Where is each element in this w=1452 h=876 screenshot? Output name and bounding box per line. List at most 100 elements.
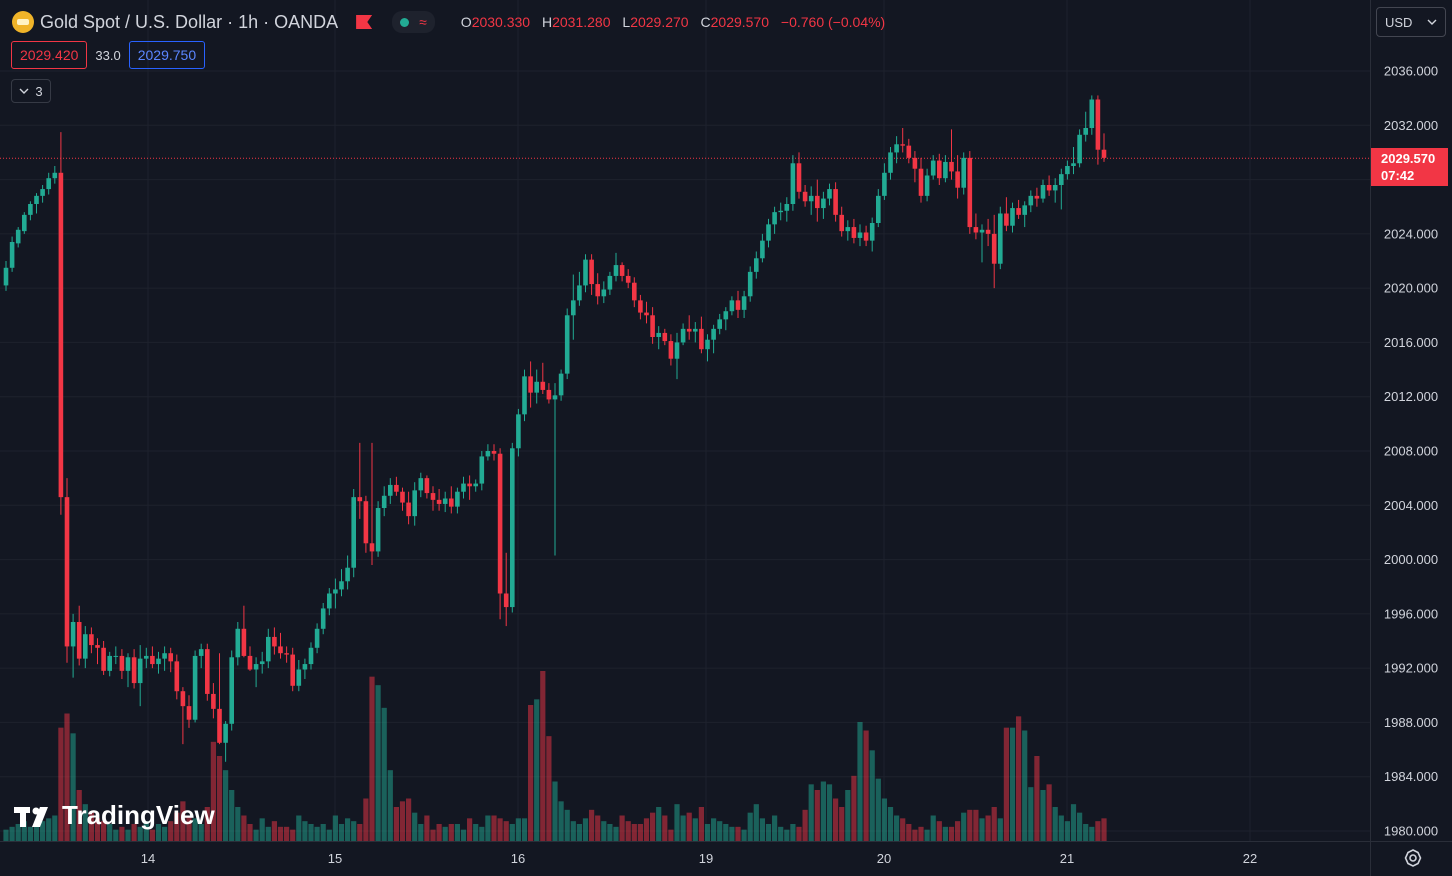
volume-bar bbox=[326, 829, 332, 841]
candle-body bbox=[656, 332, 661, 337]
currency-label: USD bbox=[1385, 14, 1413, 30]
candle-body bbox=[479, 456, 485, 484]
indicators-toggle-button[interactable]: 3 bbox=[11, 79, 51, 103]
volume-bar bbox=[290, 829, 296, 841]
volume-bar bbox=[924, 829, 930, 841]
candle-body bbox=[9, 242, 15, 268]
candle-body bbox=[778, 210, 783, 213]
volume-bar bbox=[46, 818, 52, 841]
candle-body bbox=[619, 265, 625, 276]
volume-bar bbox=[826, 784, 833, 841]
volume-bar bbox=[125, 829, 131, 841]
buy-button[interactable]: 2029.750 bbox=[128, 41, 206, 69]
x-tick-label: 21 bbox=[1060, 851, 1074, 866]
symbol-title[interactable]: Gold Spot / U.S. Dollar · 1h · OANDA bbox=[40, 11, 339, 32]
candle-body bbox=[876, 195, 881, 223]
volume-bar bbox=[247, 824, 253, 841]
tradingview-watermark[interactable]: TradingView bbox=[14, 800, 215, 831]
volume-bar bbox=[528, 705, 534, 841]
sell-button[interactable]: 2029.420 bbox=[11, 41, 88, 69]
volume-bar bbox=[308, 824, 314, 841]
gear-icon[interactable] bbox=[1403, 848, 1423, 868]
candle-body bbox=[186, 706, 192, 720]
candle-body bbox=[247, 655, 253, 670]
volume-bar bbox=[552, 781, 558, 841]
volume-bar bbox=[52, 815, 58, 841]
volume-bar bbox=[772, 815, 778, 841]
candle-body bbox=[467, 483, 472, 487]
volume-bar bbox=[973, 809, 979, 841]
candle-body bbox=[253, 664, 259, 670]
volume-bar bbox=[418, 824, 424, 841]
candle-body bbox=[686, 328, 692, 332]
volume-bar bbox=[796, 826, 802, 841]
candle-body bbox=[34, 195, 39, 204]
volume-bar bbox=[1077, 812, 1083, 841]
close-value: 2029.570 bbox=[710, 14, 770, 30]
volume-bar bbox=[564, 809, 570, 841]
candle-body bbox=[58, 172, 64, 498]
candle-body bbox=[327, 593, 332, 609]
volume-bar bbox=[991, 807, 997, 841]
volume-bar bbox=[491, 815, 497, 841]
y-tick-label: 2012.000 bbox=[1384, 389, 1438, 404]
flag-icon[interactable] bbox=[356, 15, 373, 29]
candle-body bbox=[333, 589, 338, 594]
candle-body bbox=[76, 622, 82, 659]
wave-icon: ≈ bbox=[419, 14, 427, 30]
candle-body bbox=[217, 708, 222, 743]
volume-bar bbox=[393, 807, 399, 841]
candle-body bbox=[930, 160, 936, 176]
gold-logo-icon bbox=[12, 11, 34, 33]
volume-bar bbox=[88, 812, 94, 841]
volume-bar bbox=[955, 821, 961, 841]
volume-bar bbox=[875, 778, 881, 841]
volume-bar bbox=[332, 815, 338, 841]
candle-body bbox=[869, 223, 875, 241]
candle-body bbox=[296, 669, 302, 686]
candle-body bbox=[1022, 205, 1027, 215]
volume-bar bbox=[1034, 756, 1040, 841]
volume-bar bbox=[631, 824, 637, 841]
candle-body bbox=[937, 160, 942, 179]
candle-body bbox=[351, 497, 356, 568]
candle-body bbox=[760, 240, 765, 259]
time-axis[interactable]: 14 15 16 19 20 21 22 bbox=[141, 851, 1257, 866]
candle-body bbox=[912, 157, 918, 169]
volume-bar bbox=[235, 807, 241, 841]
y-tick-label: 2000.000 bbox=[1384, 552, 1438, 567]
volume-bar bbox=[1089, 826, 1095, 841]
volume-bar bbox=[58, 727, 64, 841]
candle-body bbox=[229, 657, 234, 724]
volume-bar bbox=[369, 676, 375, 841]
candle-body bbox=[644, 312, 649, 316]
volume-bar bbox=[131, 824, 137, 841]
candle-body bbox=[369, 543, 375, 552]
candle-body bbox=[754, 258, 759, 272]
candle-body bbox=[284, 653, 289, 655]
volume-bar bbox=[107, 824, 113, 841]
currency-select[interactable]: USD bbox=[1376, 7, 1446, 37]
candle-body bbox=[973, 227, 979, 233]
candle-body bbox=[735, 300, 741, 310]
volume-bar bbox=[302, 821, 308, 841]
volume-bar bbox=[887, 807, 894, 841]
volume-bar bbox=[143, 821, 149, 841]
market-status[interactable]: ≈ bbox=[392, 11, 435, 33]
candle-body bbox=[1089, 99, 1095, 128]
volume-bar bbox=[839, 807, 845, 841]
candle-body bbox=[241, 628, 247, 656]
candle-body bbox=[827, 189, 832, 199]
volume-bar bbox=[1095, 821, 1101, 841]
volume-bar bbox=[900, 818, 906, 841]
volume-bar bbox=[1083, 824, 1089, 841]
volume-bar bbox=[259, 818, 265, 841]
volume-bar bbox=[94, 818, 101, 841]
candle-body bbox=[1040, 185, 1046, 199]
volume-bar bbox=[961, 812, 967, 841]
volume-bar bbox=[650, 812, 656, 841]
candle-body bbox=[564, 315, 570, 374]
candle-body bbox=[961, 157, 966, 188]
